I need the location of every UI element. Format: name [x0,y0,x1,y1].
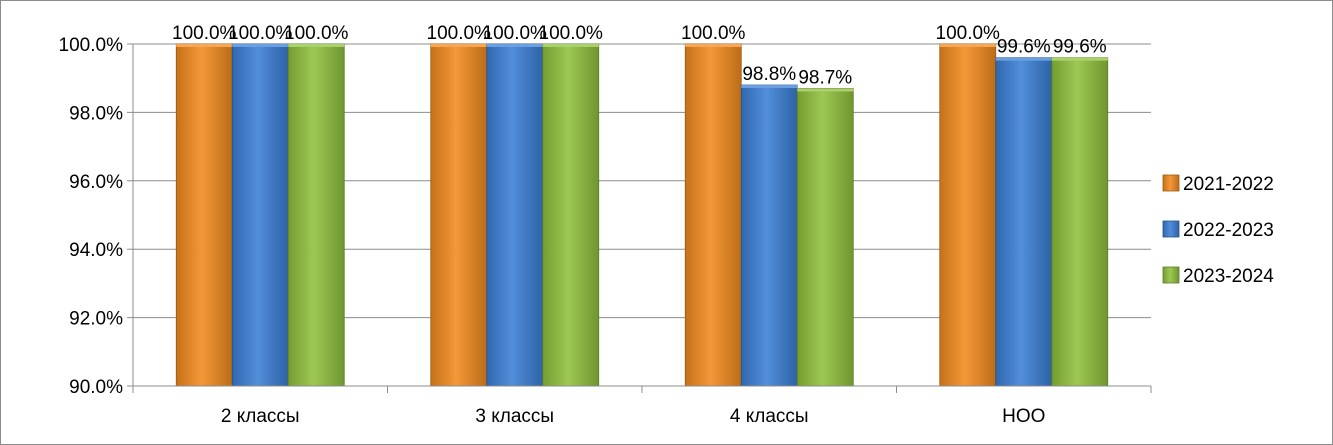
bar-top-highlight [486,44,543,47]
data-label: 100.0% [172,23,237,44]
data-label: 100.0% [284,23,349,44]
category-labels: 2 классы 3 классы 4 классы НОО [221,406,1045,427]
y-tick-labels: 90.0% 92.0% 94.0% 96.0% 98.0% 100.0% [59,35,124,398]
legend-label: 2021-2022 [1183,174,1274,195]
bar [542,43,600,387]
legend-label: 2022-2023 [1183,220,1274,241]
data-label: 100.0% [539,23,604,44]
data-label: 99.6% [997,37,1051,58]
legend-label: 2023-2024 [1183,266,1274,287]
data-label: 100.0% [483,23,548,44]
bar-top-highlight [430,44,487,47]
category-label: НОО [1002,406,1045,427]
bar-top-highlight [288,44,345,47]
bar-top-highlight [685,44,742,47]
category-label: 4 классы [730,406,809,427]
category-label: 2 классы [221,406,300,427]
bar-top-highlight [939,44,996,47]
bar [287,43,345,387]
bar [486,43,544,387]
bar [796,88,854,387]
y-tick-label: 100.0% [59,35,124,56]
bar [175,43,233,387]
category-label: 3 классы [475,406,554,427]
bar-top-highlight [797,88,854,92]
data-label: 100.0% [228,23,293,44]
data-label: 98.7% [798,67,852,88]
data-label: 100.0% [681,23,746,44]
bar [740,84,798,387]
y-tick-label: 90.0% [69,377,123,398]
bar [231,43,289,387]
bar [939,43,997,387]
y-tick-label: 92.0% [69,309,123,330]
legend-swatch [1162,174,1180,192]
data-label: 100.0% [427,23,492,44]
data-label: 99.6% [1053,37,1107,58]
legend: 2021-2022 2022-2023 2023-2024 [1162,174,1274,287]
bar [995,57,1053,387]
bar [1051,57,1109,387]
bar-top-highlight [995,57,1052,61]
data-labels: 100.0%100.0%100.0% 100.0%100.0%100.0% 100.… [172,23,1107,88]
bar-top-highlight [232,44,289,47]
axes [127,43,1152,393]
bar [430,43,488,387]
bar-top-highlight [176,44,233,47]
bar-top-highlight [1051,57,1108,61]
y-tick-label: 94.0% [69,240,123,261]
bars [175,43,1109,387]
legend-swatch [1162,220,1180,238]
bar-top-highlight [542,44,599,47]
y-tick-label: 96.0% [69,172,123,193]
data-label: 100.0% [936,23,1001,44]
bar [684,43,742,387]
legend-swatch [1162,266,1180,284]
bar-top-highlight [741,85,798,89]
data-label: 98.8% [742,64,796,85]
y-tick-label: 98.0% [69,103,123,124]
